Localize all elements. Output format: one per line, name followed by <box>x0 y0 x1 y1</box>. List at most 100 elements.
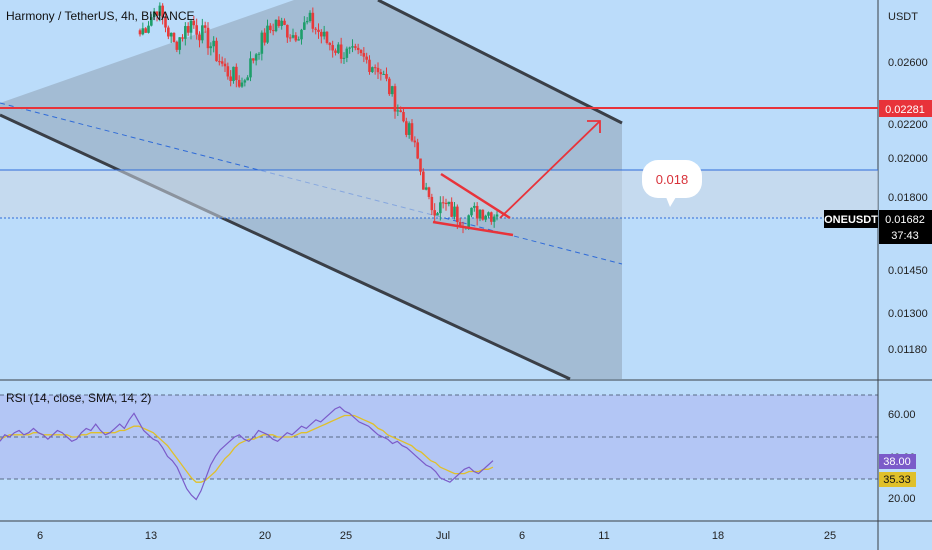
candle-body <box>297 39 300 41</box>
candles-group[interactable] <box>138 2 499 234</box>
candle-body <box>152 11 156 18</box>
candle-body <box>439 202 442 214</box>
support-zone <box>0 170 878 218</box>
candle-body <box>396 110 400 112</box>
callout-text: 0.018 <box>656 172 689 187</box>
candle-body <box>212 40 215 47</box>
rsi-value-label <box>879 454 916 469</box>
candle-body <box>478 209 482 219</box>
triangle-lower-trendline[interactable] <box>432 220 514 237</box>
rsi-tick: 20.00 <box>888 493 916 505</box>
callout-tail <box>666 197 676 207</box>
candle-body <box>490 212 493 222</box>
candle-body <box>164 17 167 28</box>
candle-body <box>368 59 371 72</box>
candle-body <box>237 79 241 87</box>
time-tick: 18 <box>712 530 724 542</box>
time-tick: 25 <box>824 530 836 542</box>
time-tick: 6 <box>37 530 43 542</box>
candle-body <box>456 206 459 223</box>
target-callout[interactable]: 0.018 <box>642 160 702 207</box>
candle-body <box>436 213 439 216</box>
candle-body <box>150 17 153 26</box>
price-tick: 0.01180 <box>888 344 927 356</box>
candle-body <box>467 215 470 228</box>
channel-lower-line[interactable] <box>0 113 571 381</box>
candle-body <box>288 37 292 39</box>
candle-body <box>192 20 196 26</box>
price-tick: 0.01300 <box>888 308 928 320</box>
target-arrow-line[interactable] <box>499 120 601 219</box>
candle-body <box>339 44 343 59</box>
candle-body <box>144 28 147 33</box>
candle-body <box>147 25 150 33</box>
candle-body <box>430 196 434 211</box>
price-tick: 0.02600 <box>888 57 928 69</box>
candle-body <box>155 11 159 16</box>
candle-body <box>325 31 329 43</box>
candle-body <box>484 215 487 220</box>
target-arrow-head <box>587 120 601 133</box>
candle-body <box>427 187 431 197</box>
countdown-text: 37:43 <box>891 230 919 242</box>
candle-body <box>410 123 414 141</box>
candle-body <box>186 26 190 33</box>
candle-body <box>308 12 312 21</box>
rsi-title: RSI (14, close, SMA, 14, 2) <box>6 391 151 405</box>
candle-body <box>419 158 422 172</box>
price-tick: 0.01450 <box>888 265 928 277</box>
time-tick: 6 <box>519 530 525 542</box>
candle-body <box>376 67 380 73</box>
channel-upper-line[interactable] <box>377 0 623 125</box>
price-tick: 0.02200 <box>888 119 928 131</box>
candle-body <box>453 206 456 217</box>
channel-midline[interactable] <box>0 102 623 265</box>
candle-body <box>450 201 453 217</box>
candle-body <box>229 76 232 82</box>
resistance-price-label <box>879 100 932 117</box>
candle-body <box>407 123 411 135</box>
candle-body <box>184 26 187 39</box>
candle-body <box>317 29 320 32</box>
candle-body <box>371 67 374 72</box>
candle-body <box>444 202 448 205</box>
candle-body <box>424 187 428 190</box>
candle-body <box>189 20 193 33</box>
candle-body <box>481 209 485 220</box>
candle-body <box>232 66 235 82</box>
candle-body <box>362 53 366 57</box>
rsi-sma-text: 35.33 <box>883 474 911 486</box>
candle-body <box>433 210 436 216</box>
candle-body <box>359 50 363 54</box>
candle-body <box>161 5 164 18</box>
candle-body <box>311 12 315 29</box>
price-tick: 0.01800 <box>888 192 928 204</box>
candle-body <box>277 19 281 26</box>
candle-body <box>473 205 476 208</box>
candle-body <box>218 61 221 63</box>
candle-body <box>422 171 425 190</box>
candle-body <box>283 20 286 25</box>
triangle-upper-trendline[interactable] <box>440 172 511 220</box>
candle-body <box>158 5 162 16</box>
current-price-text: 0.01682 <box>885 214 925 226</box>
candle-body <box>314 28 317 30</box>
candle-body <box>447 201 451 205</box>
candle-body <box>141 28 145 35</box>
candle-body <box>382 73 385 75</box>
candle-body <box>138 30 142 35</box>
candle-body <box>388 78 391 95</box>
candle-body <box>393 86 397 112</box>
candle-body <box>172 32 176 42</box>
candle-body <box>249 58 252 78</box>
candle-body <box>203 25 207 28</box>
chart-title: Harmony / TetherUS, 4h, BINANCE <box>6 9 195 23</box>
candle-body <box>280 20 283 26</box>
candle-body <box>305 20 309 23</box>
candle-body <box>181 37 184 39</box>
candle-body <box>402 112 405 122</box>
candle-body <box>178 37 181 50</box>
candle-body <box>223 63 227 67</box>
